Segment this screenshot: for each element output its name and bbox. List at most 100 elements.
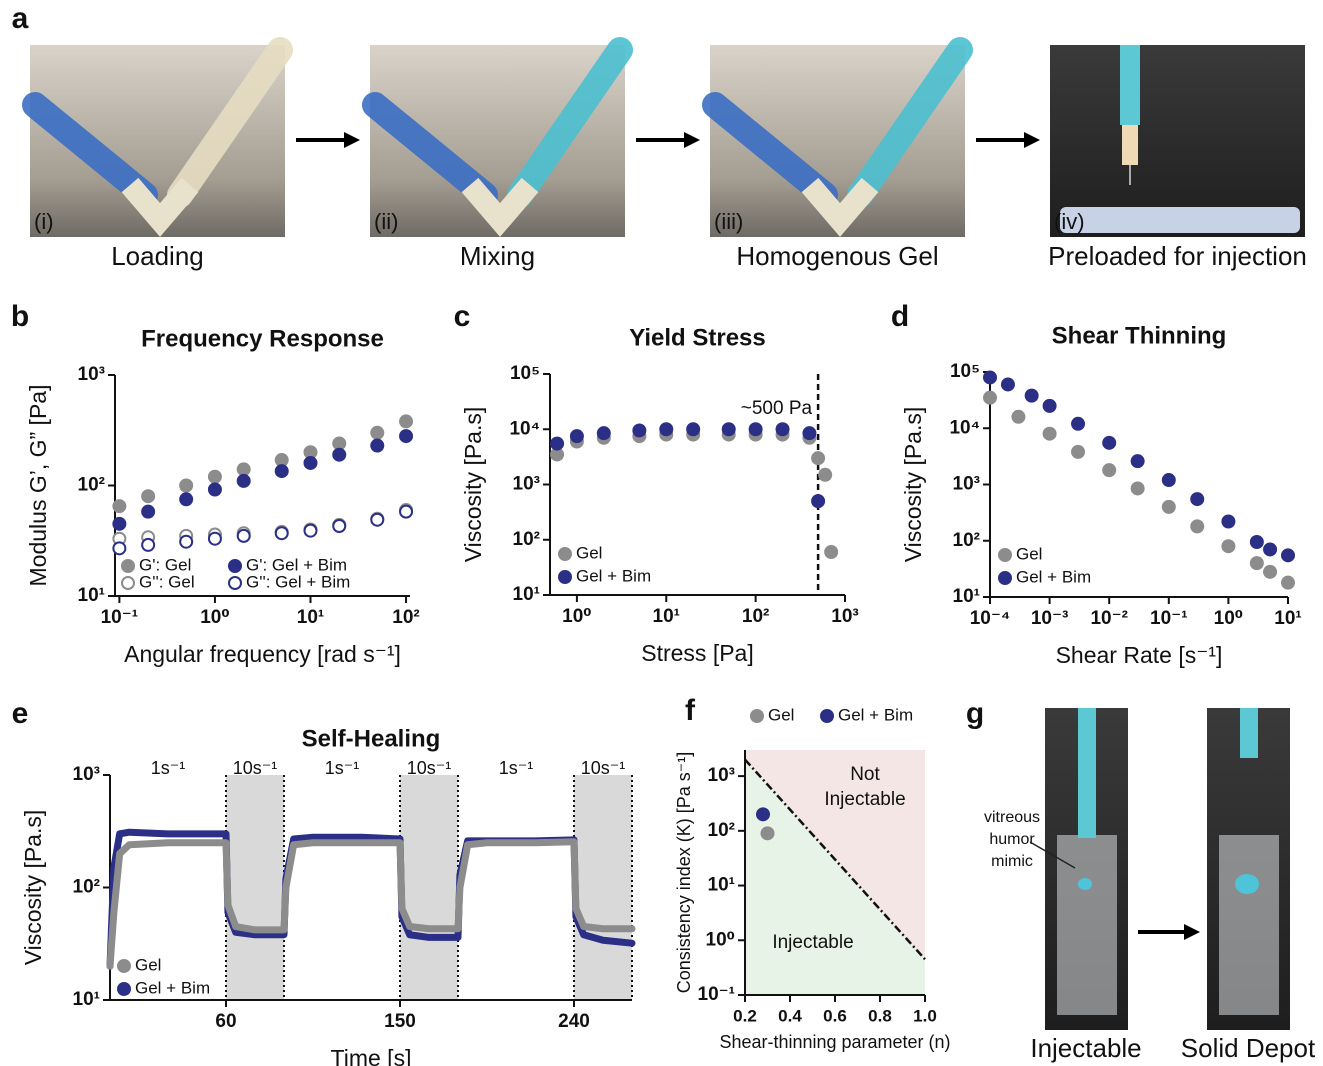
data-point bbox=[304, 525, 316, 537]
legend-label: G'': Gel + Bim bbox=[246, 572, 350, 591]
x-tick-label: 10¹ bbox=[1274, 608, 1301, 629]
syringe bbox=[1060, 207, 1300, 233]
caption: Homogenous Gel bbox=[736, 241, 938, 271]
x-tick-label: 10¹ bbox=[297, 607, 324, 628]
data-point bbox=[1264, 566, 1276, 578]
data-point bbox=[803, 427, 815, 439]
x-axis-label: Shear Rate [s⁻¹] bbox=[1056, 642, 1223, 668]
y-axis-label: Modulus G’, G” [Pa] bbox=[25, 385, 51, 587]
y-tick-label: 10¹ bbox=[78, 585, 105, 606]
y-tick-label: 10⁴ bbox=[509, 418, 540, 439]
cuvette bbox=[1219, 835, 1279, 1015]
annotation: vitreous bbox=[984, 809, 1040, 826]
data-point bbox=[113, 500, 125, 512]
segment-label: 1s⁻¹ bbox=[499, 758, 534, 778]
legend-label: Gel + Bim bbox=[1016, 567, 1091, 586]
panel-letter: b bbox=[11, 300, 29, 333]
panel-letter: f bbox=[685, 694, 696, 727]
y-tick-label: 10³ bbox=[78, 364, 105, 385]
y-tick-label: 10² bbox=[953, 530, 980, 551]
x-tick-label: 10² bbox=[742, 606, 769, 627]
data-point bbox=[687, 423, 699, 435]
legend-label: Gel bbox=[135, 955, 161, 974]
figure: a(i)Loading(ii)Mixing(iii)Homogenous Gel… bbox=[0, 0, 1323, 1066]
threshold-label: ~500 Pa bbox=[741, 398, 813, 419]
legend-marker bbox=[122, 560, 134, 572]
data-point bbox=[180, 480, 192, 492]
panel-letter: g bbox=[966, 697, 984, 730]
y-axis-label: Viscosity [Pa.s] bbox=[460, 407, 486, 563]
panel-letter: c bbox=[454, 300, 471, 333]
x-tick-label: 10³ bbox=[831, 606, 858, 627]
data-point bbox=[371, 440, 383, 452]
segment-label: 10s⁻¹ bbox=[407, 758, 452, 778]
x-axis-label: Stress [Pa] bbox=[641, 640, 753, 666]
legend-marker bbox=[821, 710, 833, 722]
data-point bbox=[333, 449, 345, 461]
legend-marker bbox=[999, 549, 1011, 561]
segment-label: 1s⁻¹ bbox=[151, 758, 186, 778]
data-point bbox=[1002, 378, 1014, 390]
data-point bbox=[777, 423, 789, 435]
x-axis-label: Angular frequency [rad s⁻¹] bbox=[124, 641, 401, 667]
photo-tag: (iv) bbox=[1054, 209, 1085, 234]
y-tick-label: 10¹ bbox=[708, 875, 735, 896]
y-tick-label: 10⁻¹ bbox=[698, 984, 736, 1005]
y-axis-label: Viscosity [Pa.s] bbox=[900, 407, 926, 563]
data-point bbox=[304, 457, 316, 469]
panel-letter: a bbox=[12, 2, 29, 35]
data-point bbox=[812, 452, 824, 464]
data-point bbox=[238, 475, 250, 487]
data-point bbox=[180, 493, 192, 505]
y-tick-label: 10² bbox=[78, 475, 105, 496]
x-tick-label: 1.0 bbox=[913, 1006, 937, 1025]
series-line bbox=[110, 832, 632, 966]
y-tick-label: 10⁴ bbox=[949, 417, 980, 438]
y-tick-label: 10¹ bbox=[513, 584, 540, 605]
data-point bbox=[113, 518, 125, 530]
y-tick-label: 10³ bbox=[953, 474, 980, 495]
chart-title: Frequency Response bbox=[141, 325, 384, 352]
data-point bbox=[633, 424, 645, 436]
data-point bbox=[1044, 400, 1056, 412]
data-point bbox=[142, 506, 154, 518]
data-point bbox=[1251, 557, 1263, 569]
legend-label: Gel bbox=[1016, 544, 1042, 563]
caption: Loading bbox=[111, 241, 204, 271]
data-point bbox=[1163, 501, 1175, 513]
caption: Preloaded for injection bbox=[1048, 241, 1307, 271]
data-point bbox=[762, 827, 774, 839]
panel-letter: e bbox=[12, 697, 29, 730]
data-point bbox=[1012, 411, 1024, 423]
x-tick-label: 0.4 bbox=[778, 1006, 802, 1025]
data-point bbox=[1103, 464, 1115, 476]
region-label: Injectable bbox=[824, 789, 905, 810]
panel-letter: d bbox=[891, 300, 909, 333]
region-label: Not bbox=[850, 764, 880, 785]
y-tick-label: 10¹ bbox=[953, 586, 980, 607]
data-point bbox=[1072, 418, 1084, 430]
gel-depot bbox=[1235, 874, 1259, 894]
legend-marker bbox=[118, 960, 130, 972]
legend-marker bbox=[229, 577, 241, 589]
data-point bbox=[1132, 455, 1144, 467]
data-point bbox=[400, 506, 412, 518]
data-point bbox=[812, 495, 824, 507]
gel-depot bbox=[1078, 878, 1092, 890]
syringe bbox=[1122, 125, 1138, 165]
x-axis-label: Time [s] bbox=[331, 1045, 412, 1066]
legend-marker bbox=[751, 710, 763, 722]
x-tick-label: 10⁰ bbox=[562, 606, 591, 627]
arrow-head bbox=[1184, 924, 1200, 940]
data-point bbox=[1282, 577, 1294, 589]
data-point bbox=[1264, 543, 1276, 555]
x-tick-label: 10¹ bbox=[653, 606, 680, 627]
arrow-head bbox=[344, 132, 360, 148]
legend-marker bbox=[559, 548, 571, 560]
syringe bbox=[1120, 45, 1140, 125]
segment-label: 10s⁻¹ bbox=[233, 758, 278, 778]
chart-title: Shear Thinning bbox=[1052, 322, 1227, 349]
y-axis-label: Consistency index (K) [Pa s⁻¹] bbox=[674, 752, 694, 994]
data-point bbox=[984, 392, 996, 404]
data-point bbox=[723, 423, 735, 435]
